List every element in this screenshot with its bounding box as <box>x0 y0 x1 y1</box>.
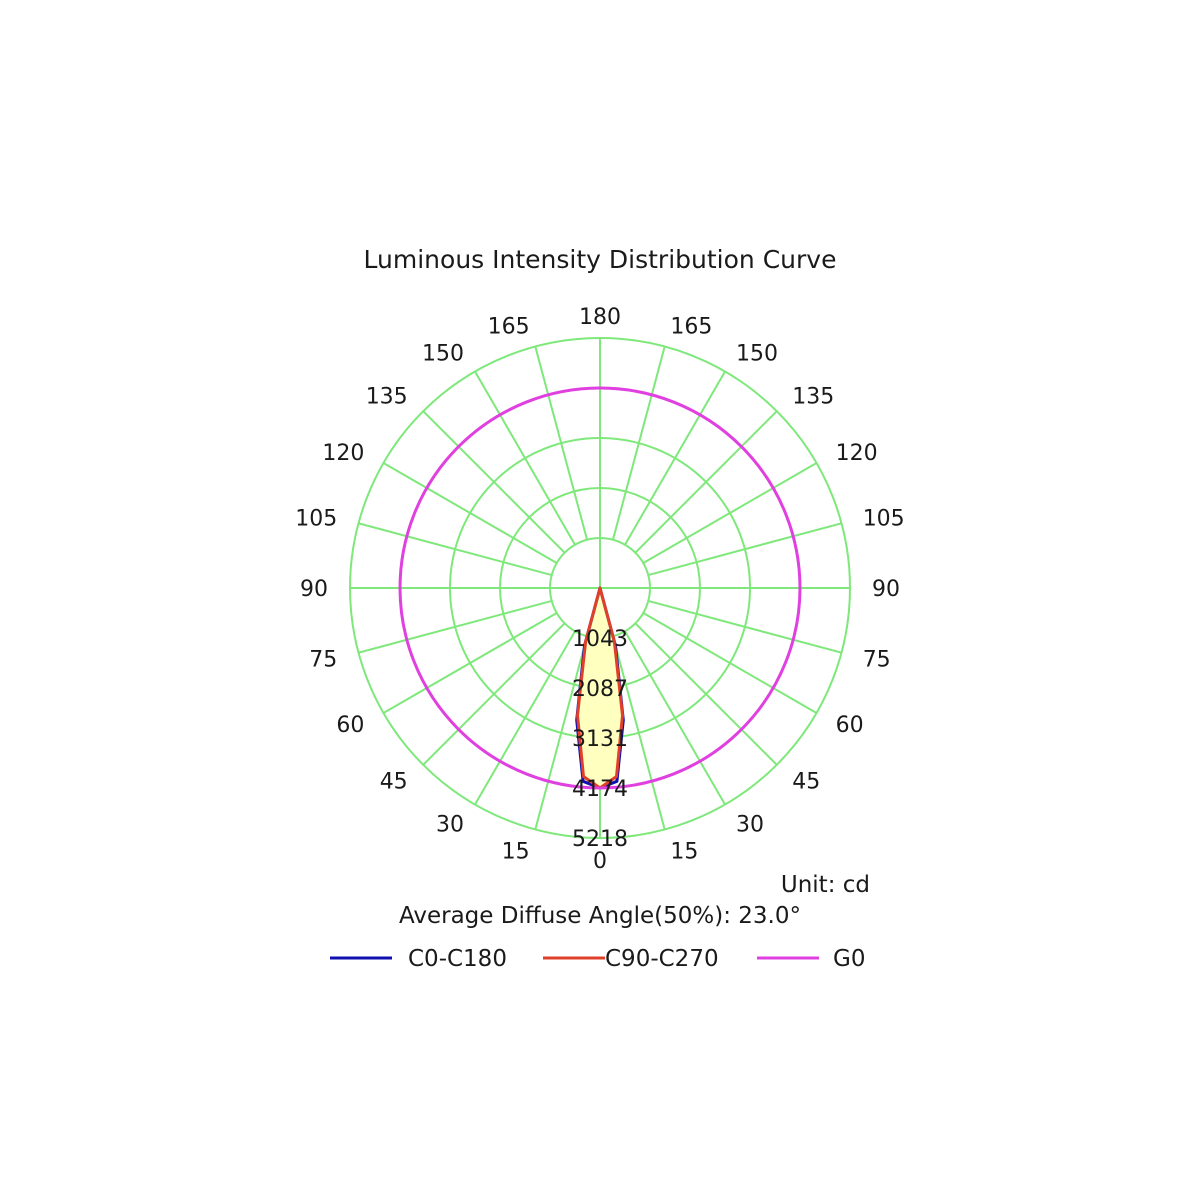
grid-spoke-300 <box>382 612 558 714</box>
angle-label: 180 <box>579 305 621 330</box>
angle-label: 165 <box>670 314 712 339</box>
grid-spoke-195 <box>534 346 589 540</box>
angle-label: 30 <box>736 813 764 838</box>
intensity-curves <box>398 386 802 790</box>
ring-value-label: 5218 <box>572 827 628 852</box>
grid-spoke-345 <box>534 636 589 830</box>
grid-spoke-120 <box>642 462 818 564</box>
angle-label: 15 <box>670 840 698 865</box>
grid-spoke-210 <box>474 370 576 546</box>
legend-label: C0-C180 <box>408 946 507 972</box>
angle-label: 60 <box>836 713 864 738</box>
angle-labels: 0 15 30 45 60 75 90 105 120 135 150 165 180 15 30 45 60 7… <box>295 305 904 874</box>
angle-label: 90 <box>300 577 328 602</box>
angle-label: 90 <box>872 577 900 602</box>
ring-value-label: 2087 <box>572 677 628 702</box>
ring-value-label: 4174 <box>572 777 628 802</box>
angle-label: 165 <box>488 314 530 339</box>
grid-spoke-315 <box>422 622 566 766</box>
legend-label: C90-C270 <box>605 946 719 972</box>
angle-label: 15 <box>502 840 530 865</box>
angle-label: 135 <box>792 385 834 410</box>
grid-spoke-75 <box>648 599 842 654</box>
grid-spoke-240 <box>382 462 558 564</box>
angle-label: 45 <box>792 769 820 794</box>
legend: C0-C180 C90-C270 G0 <box>330 946 865 972</box>
grid-spoke-45 <box>634 622 778 766</box>
ring-labels: 1043 2087 3131 4174 5218 <box>572 627 628 852</box>
angle-label: 75 <box>863 647 891 672</box>
grid-spoke-225 <box>422 410 566 554</box>
angle-label: 60 <box>336 713 364 738</box>
grid-spoke-150 <box>624 370 726 546</box>
angle-label: 0 <box>593 849 607 874</box>
curve-g0 <box>398 386 802 790</box>
grid-spoke-15 <box>611 636 666 830</box>
angle-label: 105 <box>295 507 337 532</box>
angle-label: 45 <box>380 769 408 794</box>
grid-spoke-165 <box>611 346 666 540</box>
angle-label: 150 <box>736 341 778 366</box>
grid-spoke-330 <box>474 630 576 806</box>
angle-label: 120 <box>836 441 878 466</box>
grid-spoke-30 <box>624 630 726 806</box>
grid-spoke-285 <box>358 599 552 654</box>
angle-label: 30 <box>436 813 464 838</box>
curve-fill <box>576 588 624 788</box>
unit-label: Unit: cd <box>781 872 870 898</box>
angle-label: 135 <box>366 385 408 410</box>
grid-spoke-105 <box>648 522 842 577</box>
ring-value-label: 3131 <box>572 727 628 752</box>
angle-label: 105 <box>863 507 905 532</box>
ring-value-label: 1043 <box>572 627 628 652</box>
diffuse-angle-label: Average Diffuse Angle(50%): 23.0° <box>399 903 801 929</box>
grid-spoke-255 <box>358 522 552 577</box>
chart-title: Luminous Intensity Distribution Curve <box>364 245 837 274</box>
angle-label: 120 <box>322 441 364 466</box>
grid-spoke-60 <box>642 612 818 714</box>
legend-label: G0 <box>833 946 865 972</box>
angle-label: 75 <box>309 647 337 672</box>
grid-spoke-135 <box>634 410 778 554</box>
angle-label: 150 <box>422 341 464 366</box>
